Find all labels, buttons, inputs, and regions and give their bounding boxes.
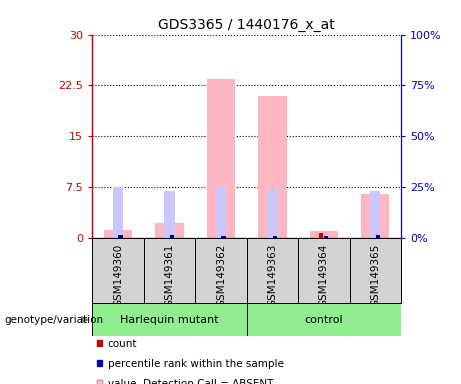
- Title: GDS3365 / 1440176_x_at: GDS3365 / 1440176_x_at: [158, 18, 335, 32]
- Text: control: control: [305, 314, 343, 325]
- Text: GSM149363: GSM149363: [267, 243, 278, 307]
- Bar: [370, 191, 380, 238]
- Bar: [247, 303, 401, 336]
- Bar: [376, 235, 380, 238]
- Bar: [310, 231, 338, 238]
- Bar: [349, 238, 401, 303]
- Bar: [258, 96, 287, 238]
- Bar: [371, 230, 375, 238]
- Bar: [164, 191, 175, 238]
- Text: genotype/variation: genotype/variation: [5, 314, 104, 325]
- Bar: [361, 194, 390, 238]
- Text: GSM149361: GSM149361: [165, 243, 174, 307]
- Bar: [170, 235, 174, 238]
- Bar: [155, 223, 183, 238]
- Text: value, Detection Call = ABSENT: value, Detection Call = ABSENT: [107, 379, 273, 384]
- Bar: [247, 238, 298, 303]
- Bar: [267, 189, 278, 238]
- Text: count: count: [107, 339, 137, 349]
- Text: GSM149365: GSM149365: [370, 243, 380, 307]
- Text: GSM149364: GSM149364: [319, 243, 329, 307]
- Text: percentile rank within the sample: percentile rank within the sample: [107, 359, 284, 369]
- Bar: [118, 235, 123, 238]
- Text: Harlequin mutant: Harlequin mutant: [120, 314, 219, 325]
- Bar: [216, 236, 220, 238]
- Bar: [92, 238, 144, 303]
- Bar: [216, 187, 226, 238]
- Bar: [221, 236, 225, 238]
- Bar: [92, 303, 247, 336]
- Bar: [195, 238, 247, 303]
- Bar: [113, 187, 123, 238]
- Text: GSM149362: GSM149362: [216, 243, 226, 307]
- Bar: [298, 238, 349, 303]
- Bar: [268, 236, 272, 238]
- Bar: [319, 233, 323, 238]
- Bar: [325, 236, 329, 238]
- Bar: [273, 236, 277, 238]
- Bar: [165, 228, 169, 238]
- Bar: [207, 79, 235, 238]
- Text: GSM149360: GSM149360: [113, 243, 123, 306]
- Bar: [104, 230, 132, 238]
- Bar: [113, 230, 118, 238]
- Bar: [144, 238, 195, 303]
